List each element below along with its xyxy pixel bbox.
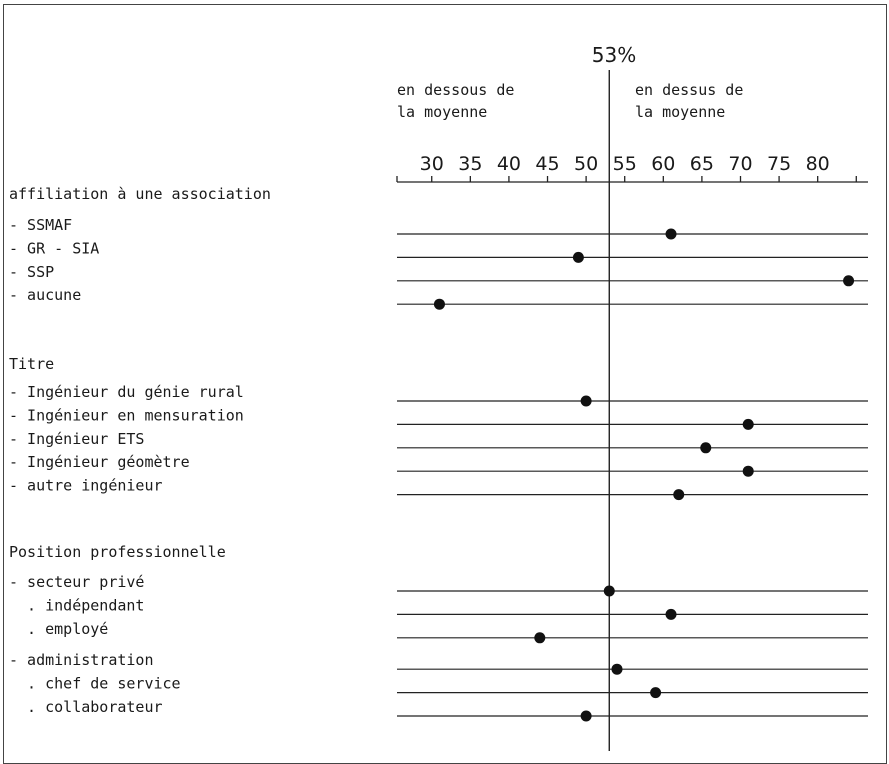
data-point (433, 298, 445, 310)
row-label: - Ingénieur géomètre (9, 453, 190, 471)
below-average-label-line1: en dessous de (397, 81, 514, 99)
reference-label: 53% (592, 43, 636, 67)
row-label: - Ingénieur ETS (9, 430, 144, 448)
row-label: - SSP (9, 263, 54, 281)
row-label: - administration (9, 651, 154, 669)
row-label: - Ingénieur du génie rural (9, 383, 244, 401)
x-tick-label: 80 (806, 153, 830, 175)
data-point (650, 687, 662, 699)
x-tick-label: 55 (613, 153, 637, 175)
x-tick-label: 50 (574, 153, 598, 175)
row-label: . indépendant (9, 596, 144, 614)
x-tick-label: 75 (767, 153, 791, 175)
group-title: affiliation à une association (9, 185, 271, 203)
data-point (673, 489, 685, 501)
data-point (534, 632, 546, 644)
data-point (603, 585, 615, 597)
row-label: - Ingénieur en mensuration (9, 406, 244, 424)
row-label: . employé (9, 620, 108, 638)
row-label: - autre ingénieur (9, 477, 163, 495)
row-label: - secteur privé (9, 573, 144, 591)
data-point (700, 442, 712, 454)
group-title: Position professionnelle (9, 543, 226, 561)
data-point (843, 275, 855, 287)
data-point (665, 608, 677, 620)
data-point (665, 228, 677, 240)
data-point (742, 465, 754, 477)
x-tick-label: 30 (420, 153, 444, 175)
row-label: - aucune (9, 286, 81, 304)
x-tick-label: 60 (651, 153, 675, 175)
below-average-label-line2: la moyenne (397, 103, 487, 121)
row-label: . collaborateur (9, 698, 163, 716)
x-tick-label: 45 (535, 153, 559, 175)
row-label: - SSMAF (9, 216, 72, 234)
x-tick-label: 40 (497, 153, 521, 175)
data-point (611, 663, 623, 675)
group-title: Titre (9, 355, 54, 373)
above-average-label-line1: en dessus de (635, 81, 743, 99)
above-average-label-line2: la moyenne (635, 103, 725, 121)
data-point (572, 251, 584, 263)
row-label: - GR - SIA (9, 239, 99, 257)
x-tick-label: 65 (690, 153, 714, 175)
x-tick-label: 70 (728, 153, 752, 175)
data-point (580, 710, 592, 722)
data-point (580, 395, 592, 407)
row-label: . chef de service (9, 675, 181, 693)
data-point (742, 418, 754, 430)
x-tick-label: 35 (458, 153, 482, 175)
